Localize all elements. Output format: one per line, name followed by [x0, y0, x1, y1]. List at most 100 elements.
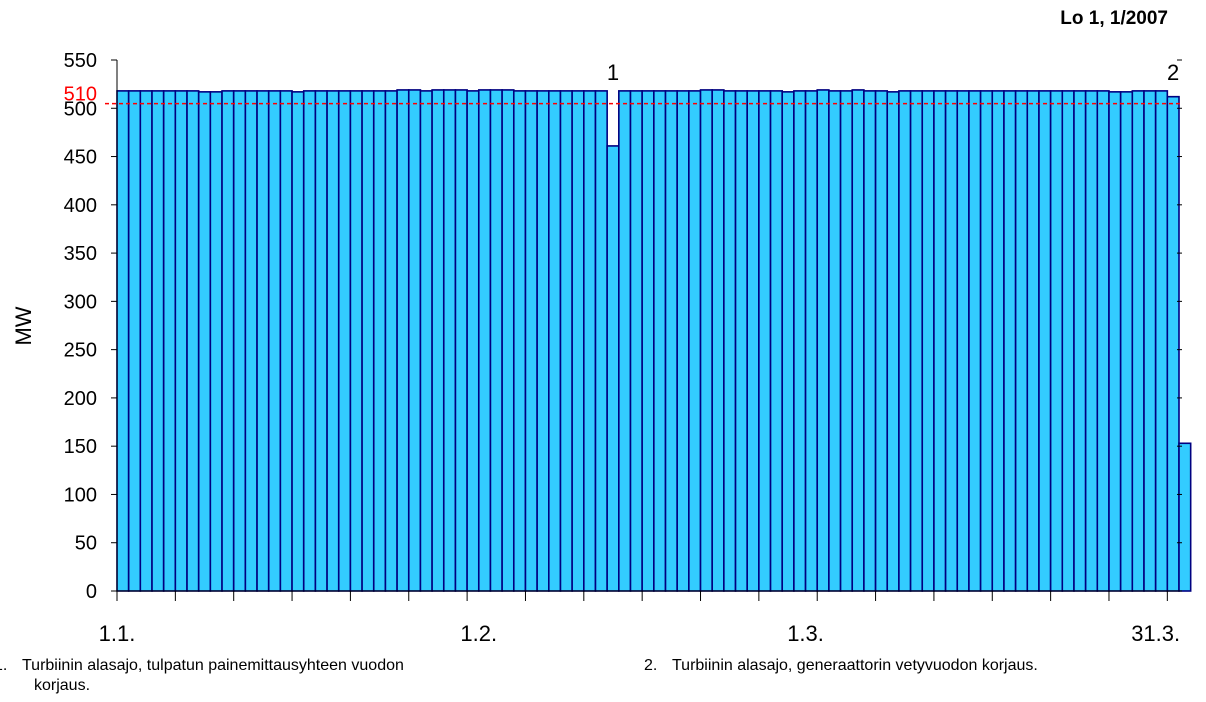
bar	[921, 90, 935, 592]
y-tick-label: 300	[64, 291, 97, 313]
y-tick-label: 50	[75, 533, 97, 555]
bar	[991, 90, 1005, 592]
y-tick-label: 0	[86, 581, 97, 603]
bar	[244, 90, 258, 592]
bar	[501, 89, 515, 592]
bar	[431, 89, 445, 592]
bar	[618, 90, 632, 592]
bar	[583, 90, 597, 592]
bar	[1003, 90, 1017, 592]
bar	[442, 89, 457, 592]
bar	[151, 90, 165, 592]
x-tick-label: 31.3.	[1131, 621, 1180, 646]
bar	[326, 90, 340, 592]
bar	[314, 90, 328, 592]
bar	[886, 91, 900, 592]
bar	[1049, 90, 1064, 592]
footnote-1-number: 1.	[0, 657, 8, 674]
bar	[209, 91, 223, 592]
bar	[723, 90, 737, 592]
bar	[302, 90, 317, 592]
bar	[944, 90, 959, 592]
axis-layer	[105, 59, 1182, 601]
footnote-1: 1. Turbiinin alasajo, tulpatun painemitta…	[0, 656, 574, 696]
bar	[816, 89, 830, 592]
bar	[653, 90, 667, 592]
bar	[1014, 90, 1029, 592]
bar	[734, 90, 749, 592]
footnote-2-text: Turbiinin alasajo, generaattorin vetyvuo…	[672, 657, 1038, 674]
bar	[676, 90, 690, 592]
x-tick-label: 1.1.	[99, 621, 136, 646]
bar	[466, 90, 480, 592]
bar	[1166, 95, 1180, 592]
bar	[1096, 90, 1110, 592]
bar	[758, 90, 772, 592]
y-tick-label: 550	[64, 50, 97, 72]
bar	[968, 90, 982, 592]
reference-line-label: 510	[64, 84, 97, 106]
bar	[664, 90, 678, 592]
bar	[1131, 90, 1145, 592]
bar	[629, 90, 643, 592]
bar	[898, 90, 912, 592]
bar	[979, 90, 994, 592]
bar	[909, 90, 924, 592]
bar	[688, 90, 702, 592]
bar	[1119, 91, 1134, 592]
bar	[641, 90, 655, 592]
bar	[337, 90, 352, 592]
bars-layer	[116, 89, 1192, 592]
bar	[139, 90, 153, 592]
x-tick-label: 1.3.	[787, 621, 824, 646]
y-tick-label: 200	[64, 388, 97, 410]
footnote-1-text-continued: korjaus.	[34, 677, 91, 694]
annotation-label: 2	[1167, 60, 1179, 85]
footnote-2-number: 2.	[644, 657, 658, 674]
bar	[1178, 442, 1192, 592]
bar	[746, 90, 760, 592]
y-tick-label: 400	[64, 195, 97, 217]
bar	[839, 90, 854, 592]
bar	[524, 90, 538, 592]
bar	[489, 89, 503, 592]
x-tick-label: 1.2.	[460, 621, 497, 646]
bar	[1026, 90, 1040, 592]
bar	[349, 90, 363, 592]
bar	[1108, 91, 1122, 592]
bar	[372, 90, 387, 592]
labels-layer: 0 50 100 150 200 250 300 350 400 450 500 550 1.1. 1.2…	[64, 50, 1181, 646]
bar	[221, 90, 235, 592]
bar	[851, 89, 865, 592]
y-tick-label: 100	[64, 484, 97, 506]
bar	[711, 89, 725, 592]
bar	[769, 90, 784, 592]
annotation-label: 1	[607, 60, 619, 85]
bar	[256, 90, 270, 592]
bar	[1154, 90, 1169, 592]
y-tick-label: 350	[64, 243, 97, 265]
footnote-1-text: Turbiinin alasajo, tulpatun painemittaus…	[22, 657, 404, 674]
bar	[477, 89, 492, 592]
bar	[571, 90, 585, 592]
bar	[874, 90, 889, 592]
bar	[419, 90, 433, 592]
bar	[1084, 90, 1099, 592]
bar	[407, 89, 422, 592]
bar-chart: 0 50 100 150 200 250 300 350 400 450 500 550 1.1. 1.2…	[11, 50, 1192, 646]
bar	[454, 89, 468, 592]
y-tick-label: 500	[64, 98, 97, 120]
y-tick-label: 450	[64, 147, 97, 169]
bar	[933, 90, 947, 592]
bar	[781, 91, 795, 592]
bar	[1073, 90, 1087, 592]
bar	[162, 90, 177, 592]
bar	[384, 90, 398, 592]
bar	[559, 90, 573, 592]
bar	[127, 90, 142, 592]
bar	[536, 90, 550, 592]
bar	[606, 145, 620, 592]
bar	[116, 90, 130, 592]
footnote-2: 2. Turbiinin alasajo, generaattorin vetyv…	[644, 656, 1204, 676]
bar	[863, 90, 877, 592]
